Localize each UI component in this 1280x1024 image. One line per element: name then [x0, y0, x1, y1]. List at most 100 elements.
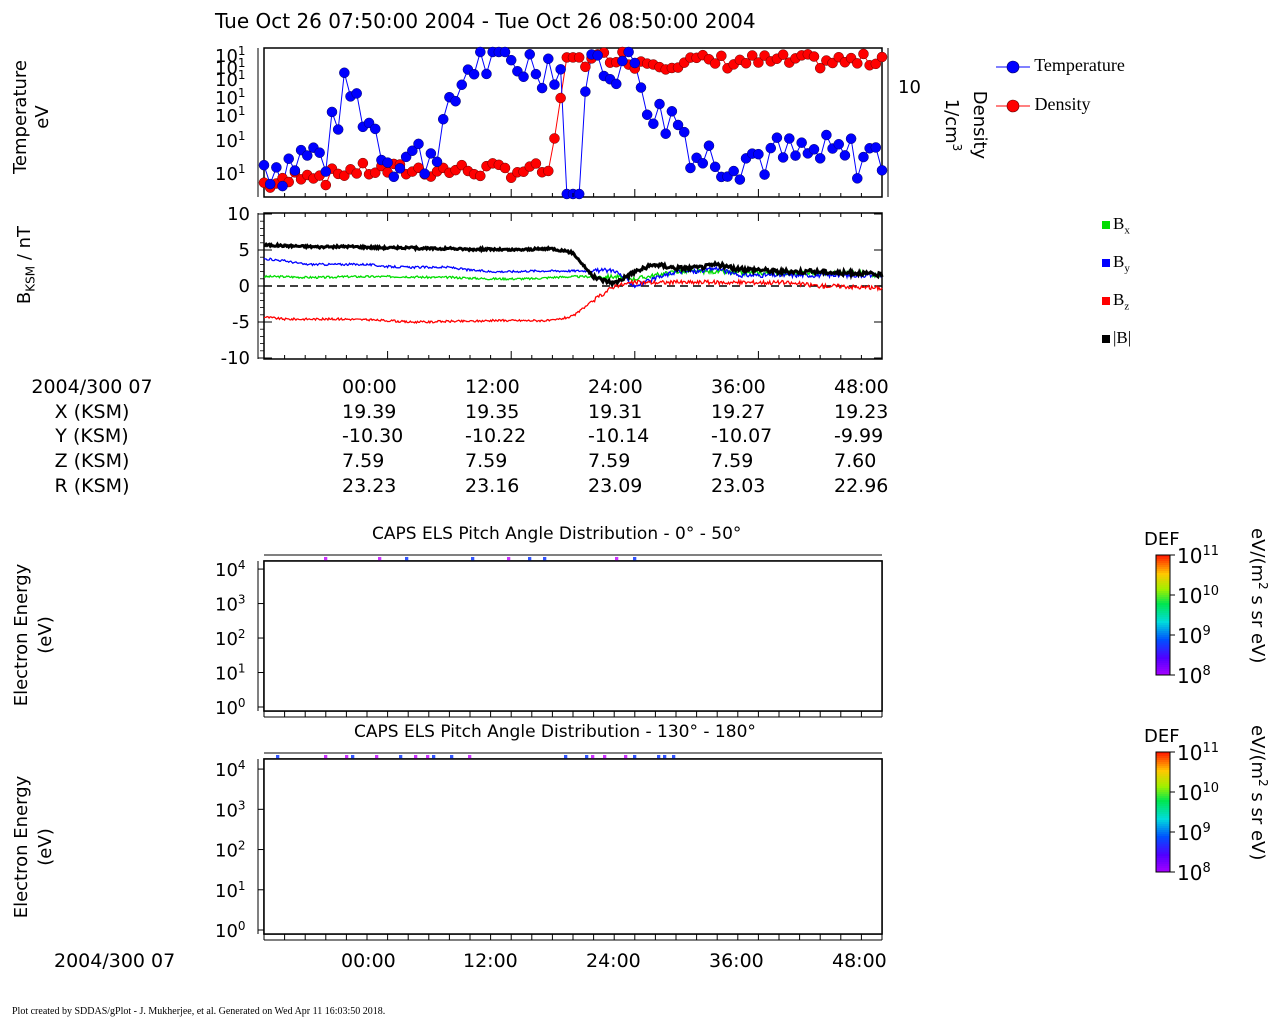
density-point: [573, 52, 585, 63]
temperature-point: [814, 153, 826, 164]
temperature-point: [456, 79, 468, 91]
temperature-point: [648, 118, 659, 129]
colorbar-frame: [1155, 751, 1171, 873]
temperature-point: [425, 148, 437, 159]
spec-ytick-label: 101: [215, 879, 246, 902]
panel2-series: [263, 241, 884, 325]
ephemeris-row: 2004/300 07 00:00 12:00 24:00 36:00 48:00: [0, 375, 957, 400]
panel1-plot: 101 101 101 101 101 101 101 10-1: [215, 44, 920, 200]
ephemeris-value: -10.22: [465, 425, 527, 448]
by-swatch-icon: [1102, 259, 1110, 268]
ytick-label: 101: [215, 129, 246, 152]
bottom-axis-label: 2004/300 07: [54, 950, 176, 972]
temperature-point: [320, 166, 332, 177]
spec-ytick-label: 102: [215, 839, 246, 862]
temperature-point: [382, 157, 393, 168]
footer-credit: Plot created by SDDAS/gPlot - J. Mukherj…: [12, 1006, 386, 1017]
temperature-point: [839, 150, 851, 161]
panel1-legend: Temperature Density: [996, 55, 1125, 133]
density-point: [740, 57, 752, 69]
ephemeris-value: 7.59: [711, 450, 754, 473]
colorbar-unit: eV/(m2 s sr eV): [1247, 725, 1270, 860]
temperature-point: [419, 168, 430, 179]
temperature-point: [369, 123, 381, 135]
ephemeris-value: 36:00: [711, 376, 766, 399]
bz-line: [263, 278, 883, 325]
panel1-right-label: Density 1/cm3: [940, 75, 990, 175]
colorbar-tick-label: 108: [1177, 664, 1211, 688]
ephemeris-row-label: R (KSM): [54, 474, 130, 497]
plot-title: Tue Oct 26 07:50:00 2004 - Tue Oct 26 08…: [215, 9, 756, 33]
density-point: [746, 50, 758, 61]
density-point: [777, 49, 789, 60]
temperature-point: [302, 150, 313, 161]
temperature-point: [437, 113, 449, 125]
temperature-point: [808, 144, 820, 155]
bx-swatch-icon: [1102, 221, 1110, 230]
temperature-point: [394, 163, 406, 174]
density-point: [814, 62, 826, 74]
ephemeris-value: 7.59: [465, 450, 508, 473]
temperature-point: [697, 158, 709, 169]
legend-bx-label: B: [1113, 214, 1125, 233]
temperature-point: [407, 145, 418, 156]
ytick-label: 101: [215, 68, 246, 91]
density-point: [852, 58, 863, 69]
legend-by: By: [1102, 252, 1131, 290]
ytick-label: 101: [215, 44, 246, 67]
density-point: [870, 58, 882, 70]
temperature-point: [592, 50, 603, 61]
spec1-plot: 104 103 102 101 100: [215, 554, 883, 719]
temperature-point: [450, 95, 461, 107]
spec1-yticks: 104 103 102 101 100: [215, 558, 883, 719]
ytick-label: -10: [221, 348, 250, 369]
density-point: [369, 167, 381, 178]
temperature-point: [475, 46, 486, 58]
legend-by-sub: y: [1124, 262, 1130, 275]
panel1-ylabel: Temperature eV: [10, 42, 54, 192]
panel2-legend: Bx By Bz |B|: [1102, 214, 1131, 366]
spec2-ylabel-line1: Electron Energy: [11, 775, 32, 919]
temperature-point: [734, 174, 746, 185]
panel2-ylabel: BKSM / nT: [14, 200, 38, 330]
temperature-point: [629, 57, 641, 69]
ephemeris-row: Y (KSM) -10.30 -10.22 -10.14 -10.07 -9.99: [0, 424, 957, 449]
spec-ytick-label: 101: [215, 662, 246, 685]
temperature-point: [543, 53, 554, 65]
legend-bz-sub: z: [1124, 300, 1130, 313]
bottom-tick: 36:00: [709, 950, 764, 972]
temperature-point: [753, 148, 764, 160]
temperature-point: [468, 68, 480, 80]
panel2-ylabel-sub: KSM: [23, 265, 38, 292]
colorbar-tick-label: 109: [1177, 624, 1211, 648]
ephemeris-value: 24:00: [588, 376, 643, 399]
spec-ytick-label: 104: [215, 758, 246, 781]
bottom-tick: 24:00: [586, 950, 641, 972]
colorbar-tick-label: 1011: [1177, 741, 1219, 765]
spec2-title: CAPS ELS Pitch Angle Distribution - 130°…: [354, 722, 756, 742]
temperature-point: [518, 71, 529, 83]
temperature-point: [660, 128, 671, 139]
spec-ytick-label: 102: [215, 627, 246, 650]
legend-temperature: Temperature: [996, 55, 1125, 94]
density-point: [320, 179, 332, 191]
ephemeris-row: Z (KSM) 7.59 7.59 7.59 7.59 7.60: [0, 449, 957, 474]
legend-bx: Bx: [1102, 214, 1131, 252]
temperature-point: [326, 106, 338, 118]
temperature-point: [821, 129, 832, 141]
ephemeris-value: 19.31: [588, 400, 643, 423]
density-point: [580, 61, 591, 73]
density-point: [357, 157, 369, 169]
temperature-point: [289, 165, 301, 176]
ephemeris-value: -10.07: [711, 425, 773, 448]
ephemeris-value: 23.16: [465, 474, 520, 497]
spec2-ylabel-line2: (eV): [35, 828, 56, 866]
colorbar-frame: [1155, 554, 1171, 676]
ephemeris-value: -10.30: [342, 425, 404, 448]
legend-bz: Bz: [1102, 290, 1131, 328]
density-point: [555, 92, 566, 104]
temperature-point: [481, 68, 492, 80]
density-point: [549, 133, 560, 144]
density-point: [499, 162, 511, 174]
bz-swatch-icon: [1102, 297, 1110, 306]
